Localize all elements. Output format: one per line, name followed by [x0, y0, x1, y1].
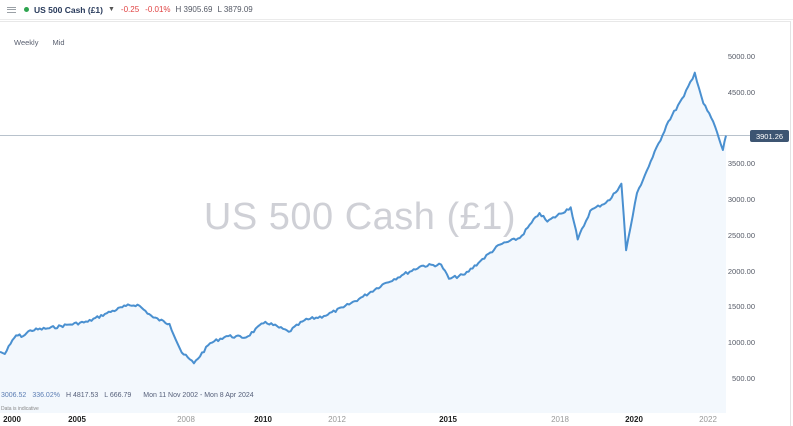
x-axis-tick: 2008 — [177, 415, 195, 424]
x-axis-tick: 2018 — [551, 415, 569, 424]
y-axis-tick: 1500.00 — [727, 302, 755, 312]
stats-low: L 666.79 — [104, 392, 132, 399]
y-axis-tick: 3000.00 — [727, 195, 755, 205]
current-price-tag: 3901.26 — [750, 130, 789, 142]
x-axis-tick: 2000 — [3, 415, 21, 424]
y-axis-tick: 500.00 — [732, 374, 755, 383]
y-axis-tick: 2500.00 — [727, 230, 755, 240]
instrument-header: US 500 Cash (£1) ▼ -0.25 -0.01% H 3905.6… — [0, 0, 793, 20]
x-axis-tick: 2010 — [254, 415, 272, 424]
price-change: -0.25 — [120, 5, 140, 14]
instrument-name[interactable]: US 500 Cash (£1) — [34, 4, 103, 15]
price-type-selector[interactable]: Mid — [52, 38, 65, 47]
stats-date-range: Mon 11 Nov 2002 - Mon 8 Apr 2024 — [143, 392, 254, 399]
price-line — [0, 71, 727, 365]
x-axis-tick: 2005 — [68, 415, 86, 424]
chart-controls: Weekly Mid — [14, 38, 65, 47]
x-axis-tick: 2012 — [328, 415, 346, 424]
market-status-icon — [24, 7, 29, 12]
chart-stats: 3006.52 336.02% H 4817.53 L 666.79 Mon 1… — [1, 392, 254, 399]
session-high: H 3905.69 — [175, 5, 213, 14]
x-axis-tick: 2020 — [625, 415, 643, 424]
price-change-pct: -0.01% — [145, 5, 171, 14]
chevron-down-icon[interactable]: ▼ — [107, 6, 115, 13]
hamburger-menu-icon[interactable] — [7, 6, 16, 13]
stats-change-pct: 336.02% — [32, 392, 60, 399]
y-axis-tick: 5000.00 — [727, 52, 755, 61]
data-disclaimer: Data is indicative — [1, 406, 39, 412]
y-axis-tick: 3500.00 — [727, 159, 755, 169]
y-axis-tick: 1000.00 — [727, 338, 755, 348]
x-axis-tick: 2022 — [699, 415, 717, 424]
chart-watermark: US 500 Cash (£1) — [203, 196, 517, 238]
y-axis-tick: 2000.00 — [727, 266, 755, 276]
x-axis-tick: 2015 — [439, 415, 457, 424]
y-axis-tick: 4500.00 — [727, 87, 755, 97]
session-low: L 3879.09 — [217, 5, 253, 14]
stats-high: H 4817.53 — [65, 392, 99, 399]
interval-selector[interactable]: Weekly — [14, 38, 39, 47]
stats-start-value: 3006.52 — [1, 392, 27, 399]
price-area-fill — [0, 72, 726, 413]
chart-frame — [0, 21, 791, 426]
